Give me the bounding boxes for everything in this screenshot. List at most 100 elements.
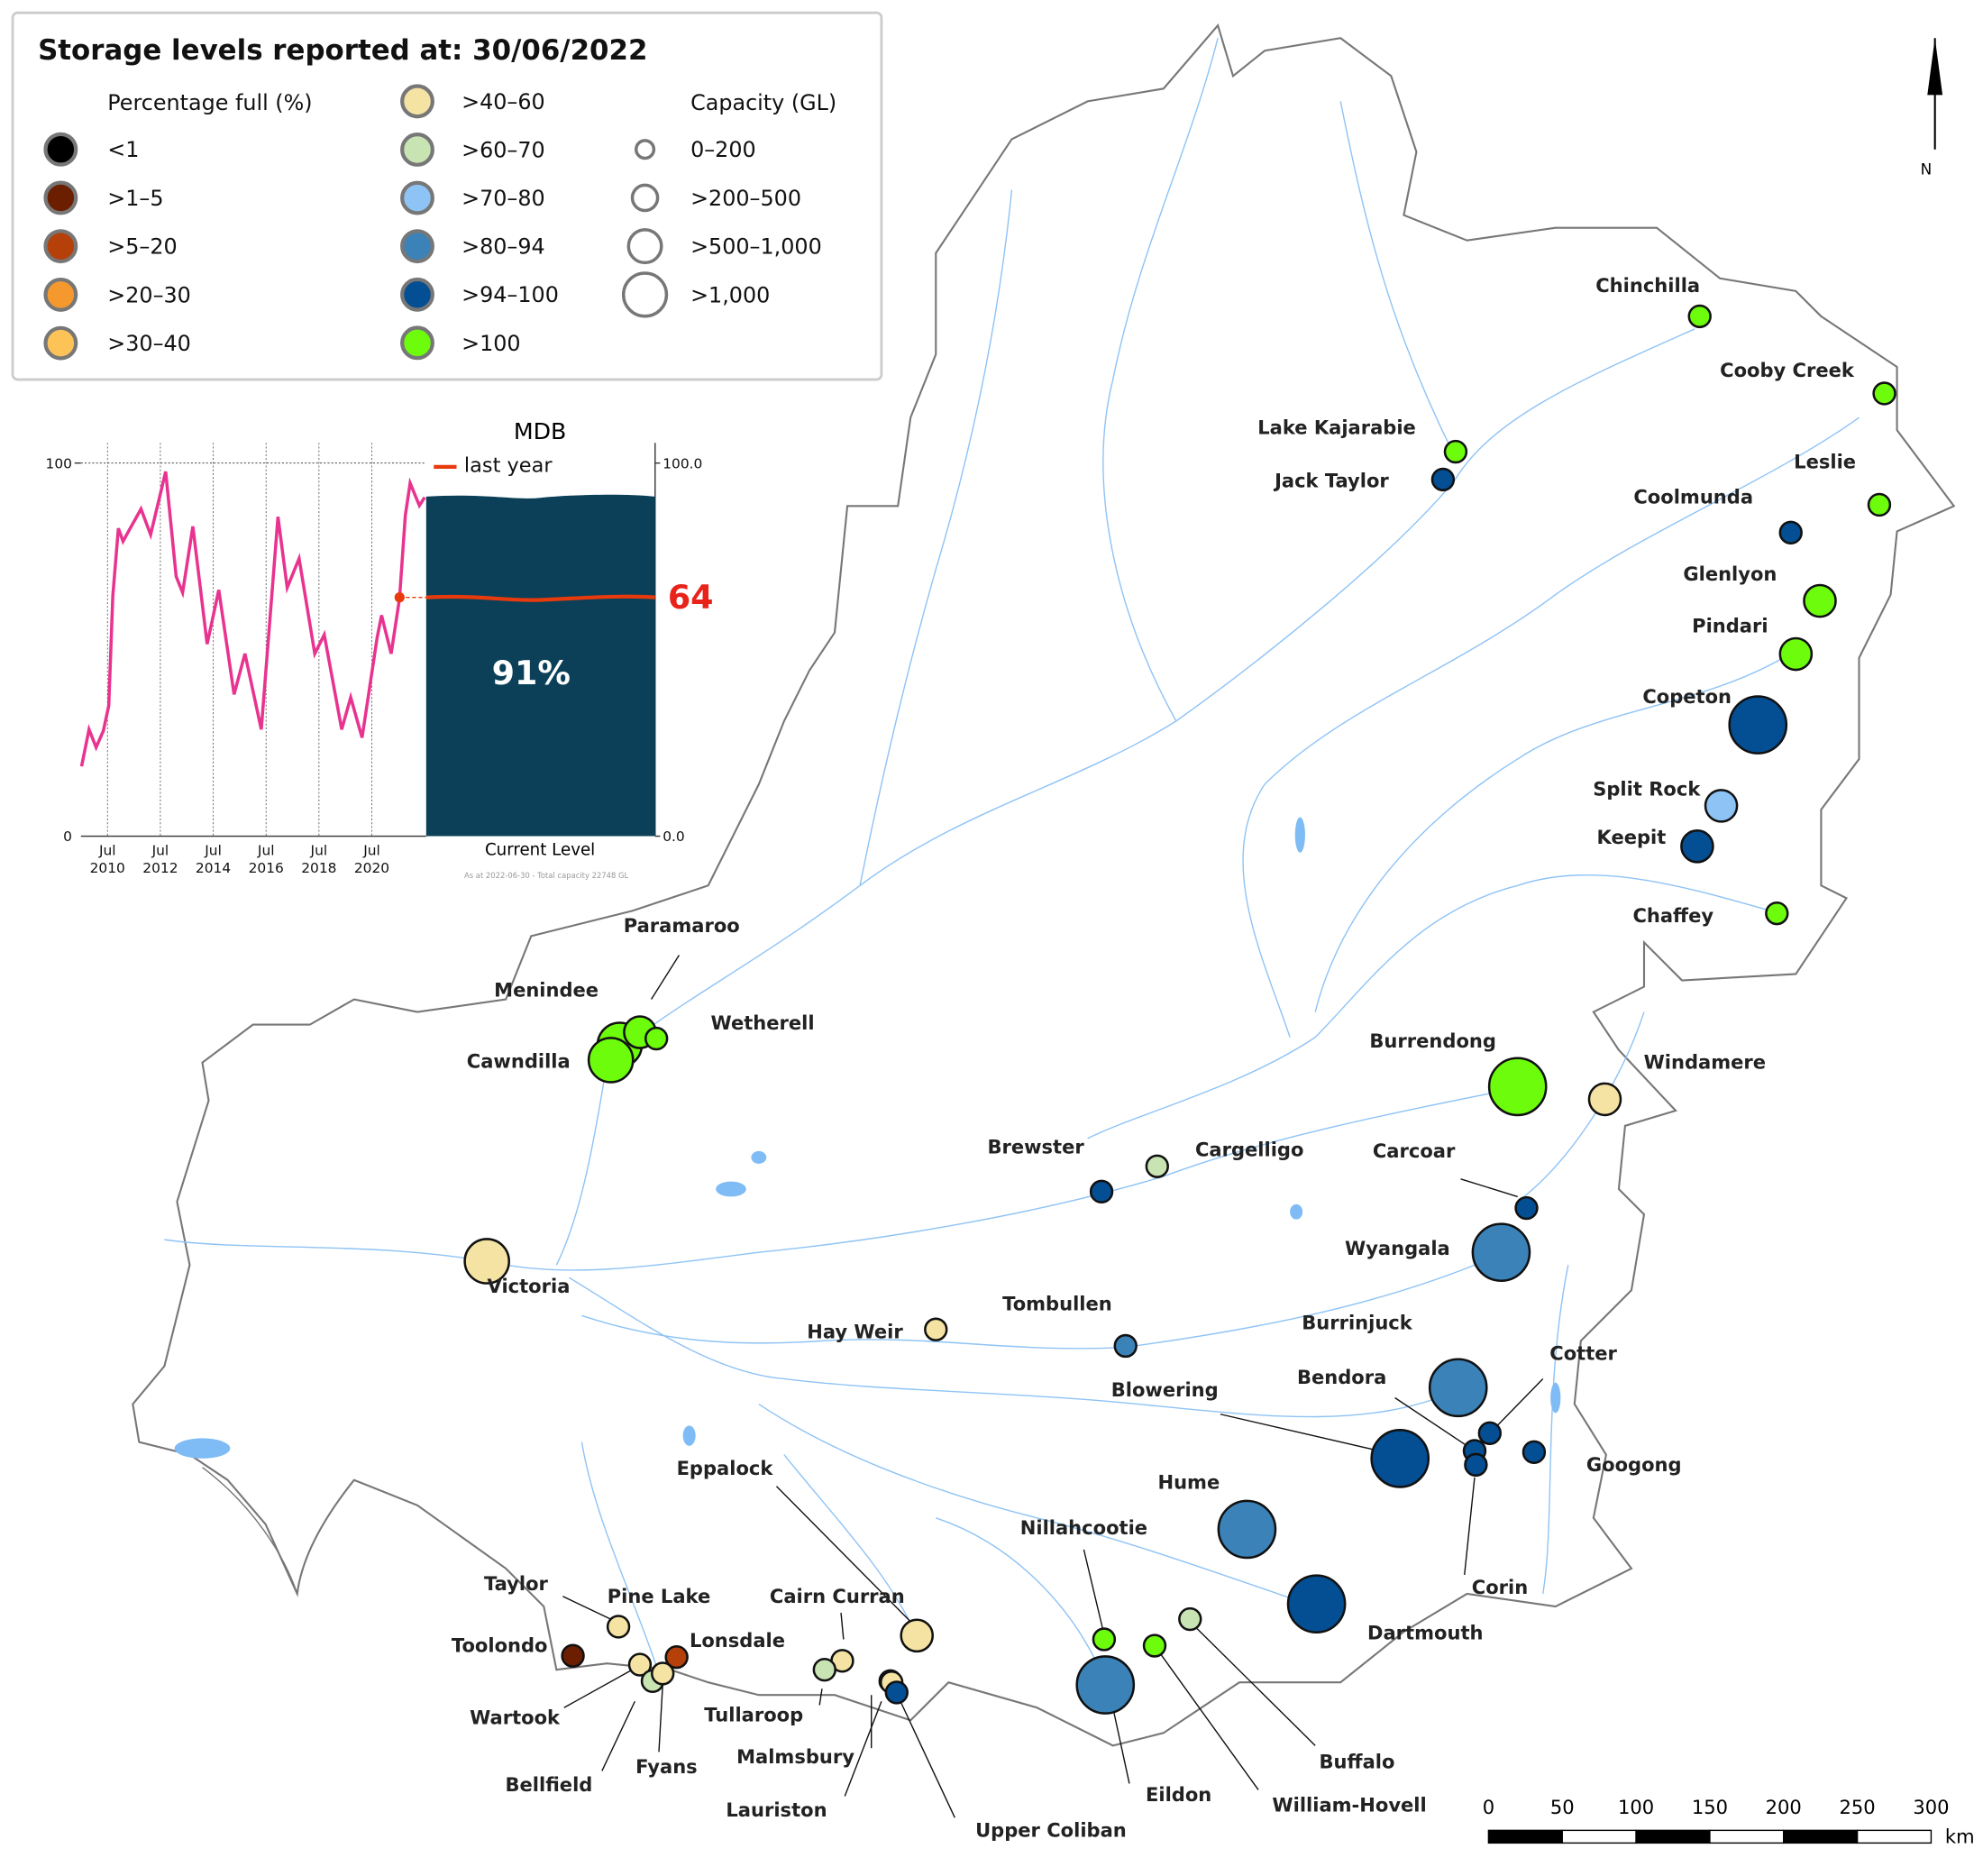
legend-title: Storage levels reported at: 30/06/2022 bbox=[38, 34, 647, 67]
storage-cargelligo[interactable] bbox=[1145, 1154, 1169, 1178]
label-brewster: Brewster bbox=[987, 1136, 1084, 1158]
storage-corin[interactable] bbox=[1464, 1452, 1488, 1478]
storage-lake-kajarabie[interactable] bbox=[1443, 439, 1468, 464]
label-burrinjuck: Burrinjuck bbox=[1302, 1312, 1413, 1334]
legend: Storage levels reported at: 30/06/2022 P… bbox=[11, 11, 883, 381]
label-blowering: Blowering bbox=[1111, 1378, 1219, 1401]
legend-capacity-label: >200–500 bbox=[690, 186, 801, 211]
storage-cotter[interactable] bbox=[1477, 1421, 1502, 1445]
storage-coolmunda[interactable] bbox=[1778, 520, 1803, 545]
legend-swatch--80-94 bbox=[400, 229, 434, 264]
storage-jack-taylor[interactable] bbox=[1430, 467, 1456, 492]
current-percent: 91% bbox=[492, 654, 571, 692]
legend-capacity-swatch bbox=[626, 228, 663, 265]
label-eildon: Eildon bbox=[1146, 1783, 1211, 1806]
storage-keepit[interactable] bbox=[1680, 828, 1714, 864]
last-year-marker bbox=[394, 592, 405, 603]
north-arrow: N bbox=[1921, 38, 1943, 178]
storage-upper-coliban[interactable] bbox=[884, 1680, 909, 1705]
storage-toolondo[interactable] bbox=[561, 1643, 585, 1668]
storage-victoria[interactable] bbox=[463, 1238, 510, 1285]
legend-swatch--70-80 bbox=[400, 180, 434, 215]
storage-william-hovell[interactable] bbox=[1142, 1633, 1167, 1658]
label-windamere: Windamere bbox=[1644, 1051, 1766, 1074]
leader-nillahcootie bbox=[1083, 1549, 1104, 1630]
label-chinchilla: Chinchilla bbox=[1595, 274, 1700, 297]
storage-eppalock[interactable] bbox=[900, 1618, 935, 1653]
storage-wetherell[interactable] bbox=[644, 1026, 669, 1051]
scale-segment bbox=[1856, 1829, 1933, 1844]
legend-label: <1 bbox=[107, 137, 139, 162]
storage-wyangala[interactable] bbox=[1471, 1222, 1531, 1282]
storage-pindari[interactable] bbox=[1778, 636, 1814, 672]
storage-blowering[interactable] bbox=[1370, 1429, 1430, 1488]
last-year-value: 64 bbox=[668, 578, 714, 617]
storage-chaffey[interactable] bbox=[1765, 901, 1789, 926]
label-leslie: Leslie bbox=[1794, 450, 1856, 472]
storage-chinchilla[interactable] bbox=[1687, 304, 1712, 329]
storage-cawndilla[interactable] bbox=[587, 1037, 635, 1084]
scale-segment bbox=[1561, 1829, 1637, 1844]
storage-cooby-creek[interactable] bbox=[1872, 381, 1896, 406]
leader-eppalock bbox=[775, 1486, 911, 1623]
x-tick-year: 2010 bbox=[90, 860, 125, 876]
inset-footnote: As at 2022-06-30 - Total capacity 22748 … bbox=[464, 871, 629, 880]
storage-tullaroop[interactable] bbox=[812, 1657, 836, 1682]
scale-tick-label: 300 bbox=[1913, 1796, 1949, 1818]
storage-tombullen[interactable] bbox=[1113, 1333, 1138, 1359]
label-pine-lake: Pine Lake bbox=[608, 1585, 710, 1607]
storage-carcoar[interactable] bbox=[1514, 1195, 1539, 1221]
inset-chart: MDB 0 100 0.0 100.0 Jul2010Jul2012Jul201… bbox=[46, 418, 714, 880]
label-william-hovell: William-Hovell bbox=[1272, 1793, 1426, 1816]
storage-hay-weir[interactable] bbox=[924, 1317, 948, 1341]
y-tick-right-0: 0.0 bbox=[663, 828, 685, 845]
storage-taylor[interactable] bbox=[606, 1615, 631, 1639]
x-tick-year: 2014 bbox=[196, 860, 231, 876]
storage-leslie[interactable] bbox=[1867, 492, 1892, 517]
label-cooby-creek: Cooby Creek bbox=[1720, 359, 1855, 381]
scale-tick-label: 250 bbox=[1840, 1796, 1876, 1818]
storage-buffalo[interactable] bbox=[1178, 1606, 1202, 1632]
scale-segment bbox=[1635, 1829, 1711, 1844]
storage-dartmouth[interactable] bbox=[1286, 1574, 1347, 1634]
label-lauriston: Lauriston bbox=[726, 1798, 827, 1821]
label-cawndilla: Cawndilla bbox=[467, 1049, 571, 1072]
storage-googong[interactable] bbox=[1522, 1440, 1547, 1465]
legend-label: >20–30 bbox=[107, 282, 191, 307]
label-tombullen: Tombullen bbox=[1002, 1293, 1112, 1315]
storage-eildon[interactable] bbox=[1075, 1655, 1136, 1715]
label-jack-taylor: Jack Taylor bbox=[1273, 469, 1389, 491]
x-tick-year: 2012 bbox=[142, 860, 178, 876]
leader-taylor bbox=[562, 1596, 614, 1622]
leader-corin bbox=[1464, 1477, 1476, 1576]
label-split-rock: Split Rock bbox=[1593, 778, 1701, 801]
label-bellfield: Bellfield bbox=[506, 1773, 593, 1796]
label-victoria: Victoria bbox=[488, 1275, 571, 1297]
storage-hume[interactable] bbox=[1217, 1499, 1277, 1560]
label-wartook: Wartook bbox=[470, 1707, 561, 1729]
label-nillahcootie: Nillahcootie bbox=[1020, 1516, 1147, 1539]
storage-glenlyon[interactable] bbox=[1803, 583, 1837, 618]
inset-title: MDB bbox=[514, 418, 567, 444]
legend-label: >100 bbox=[461, 331, 520, 356]
storage-nillahcootie[interactable] bbox=[1092, 1627, 1117, 1652]
storage-burrendong[interactable] bbox=[1487, 1057, 1548, 1117]
label-tullaroop: Tullaroop bbox=[704, 1704, 803, 1726]
storage-fyans[interactable] bbox=[651, 1661, 675, 1686]
storage-burrinjuck[interactable] bbox=[1428, 1358, 1488, 1418]
label-lake-kajarabie: Lake Kajarabie bbox=[1257, 416, 1416, 438]
storage-windamere[interactable] bbox=[1587, 1082, 1622, 1117]
scale-segment bbox=[1709, 1829, 1785, 1844]
storage-wartook[interactable] bbox=[627, 1652, 653, 1677]
label-keepit: Keepit bbox=[1597, 826, 1667, 848]
storage-brewster[interactable] bbox=[1089, 1179, 1114, 1204]
label-corin: Corin bbox=[1472, 1576, 1528, 1598]
storage-lonsdale[interactable] bbox=[664, 1644, 689, 1670]
legend-label: >40–60 bbox=[461, 89, 545, 114]
storage-labels: Chinchilla Cooby Creek Lake Kajarabie Jack … bbox=[452, 274, 1856, 1841]
legend-swatch--5-20 bbox=[43, 229, 78, 264]
leader-buffalo bbox=[1195, 1627, 1316, 1746]
storage-split-rock[interactable] bbox=[1704, 789, 1739, 823]
leader-cairn-curran bbox=[840, 1612, 845, 1640]
storage-copeton[interactable] bbox=[1728, 695, 1788, 755]
